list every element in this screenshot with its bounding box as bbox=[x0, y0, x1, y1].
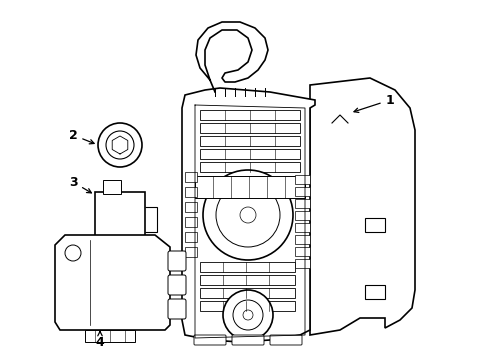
Bar bbox=[200, 262, 294, 272]
Bar bbox=[364, 285, 384, 299]
Bar bbox=[184, 202, 197, 212]
Bar bbox=[195, 176, 305, 198]
Bar bbox=[184, 247, 197, 257]
FancyBboxPatch shape bbox=[168, 299, 185, 319]
Circle shape bbox=[216, 183, 280, 247]
Text: 4: 4 bbox=[96, 332, 104, 348]
Bar bbox=[200, 110, 299, 120]
Bar bbox=[200, 301, 294, 311]
Text: 3: 3 bbox=[68, 176, 91, 193]
Polygon shape bbox=[95, 192, 145, 252]
FancyBboxPatch shape bbox=[231, 335, 264, 345]
Text: 1: 1 bbox=[353, 94, 393, 112]
Circle shape bbox=[106, 131, 134, 159]
Bar bbox=[184, 187, 197, 197]
FancyBboxPatch shape bbox=[194, 335, 225, 345]
Bar bbox=[184, 172, 197, 182]
Bar bbox=[364, 218, 384, 232]
Polygon shape bbox=[55, 235, 170, 330]
Circle shape bbox=[232, 300, 263, 330]
Polygon shape bbox=[309, 78, 414, 335]
Circle shape bbox=[203, 170, 292, 260]
Bar bbox=[200, 275, 294, 285]
Circle shape bbox=[223, 290, 272, 340]
Bar bbox=[200, 288, 294, 298]
Bar bbox=[294, 175, 309, 184]
FancyBboxPatch shape bbox=[269, 335, 302, 345]
Bar bbox=[200, 149, 299, 159]
Bar bbox=[294, 187, 309, 196]
Bar bbox=[200, 123, 299, 133]
Bar bbox=[294, 235, 309, 244]
Circle shape bbox=[243, 310, 252, 320]
Circle shape bbox=[240, 207, 256, 223]
Bar bbox=[294, 223, 309, 232]
Bar bbox=[200, 136, 299, 146]
Bar bbox=[184, 232, 197, 242]
Circle shape bbox=[65, 245, 81, 261]
Polygon shape bbox=[182, 88, 314, 342]
Bar bbox=[200, 162, 299, 172]
Bar bbox=[294, 259, 309, 268]
Text: 2: 2 bbox=[68, 129, 94, 144]
Circle shape bbox=[98, 123, 142, 167]
Bar bbox=[294, 211, 309, 220]
Bar bbox=[184, 217, 197, 227]
FancyBboxPatch shape bbox=[168, 251, 185, 271]
FancyBboxPatch shape bbox=[168, 275, 185, 295]
Bar bbox=[85, 330, 135, 342]
Bar bbox=[294, 199, 309, 208]
Bar bbox=[103, 180, 121, 194]
Bar bbox=[294, 247, 309, 256]
